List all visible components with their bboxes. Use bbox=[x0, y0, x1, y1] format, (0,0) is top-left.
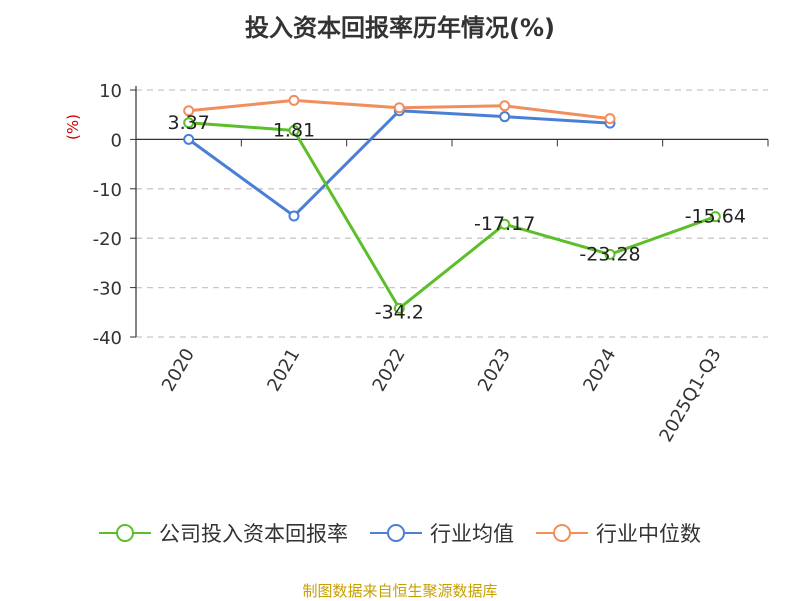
data-point[interactable] bbox=[288, 124, 300, 136]
legend-item-industry-mean[interactable]: 行业均值 bbox=[370, 518, 514, 548]
y-tick-label: -30 bbox=[93, 279, 122, 300]
x-tick-label: 2020 bbox=[158, 345, 199, 395]
data-point[interactable] bbox=[288, 94, 300, 106]
legend-swatch-industry-mean bbox=[370, 524, 422, 542]
data-label: 1.81 bbox=[273, 119, 315, 141]
source-note: 制图数据来自恒生聚源数据库 bbox=[302, 582, 498, 600]
y-tick-label: -40 bbox=[93, 328, 122, 349]
data-label: 3.37 bbox=[168, 112, 210, 134]
series-line-0 bbox=[188, 121, 716, 310]
data-label: -23.28 bbox=[579, 243, 640, 265]
legend-item-industry-median[interactable]: 行业中位数 bbox=[536, 518, 701, 548]
y-tick-label: 10 bbox=[99, 81, 122, 102]
y-tick-label: -20 bbox=[93, 229, 122, 250]
y-tick-label: -10 bbox=[93, 180, 122, 201]
data-point[interactable] bbox=[288, 210, 300, 222]
legend-item-company[interactable]: 公司投入资本回报率 bbox=[99, 518, 348, 548]
data-point[interactable] bbox=[393, 102, 405, 114]
data-point[interactable] bbox=[499, 218, 511, 230]
y-axis-label: (%) bbox=[64, 114, 82, 140]
data-point[interactable] bbox=[393, 302, 405, 314]
legend-label-company: 公司投入资本回报率 bbox=[159, 522, 348, 546]
legend-swatch-industry-median bbox=[536, 524, 588, 542]
legend-swatch-company bbox=[99, 524, 151, 542]
data-label: -15.64 bbox=[685, 206, 746, 228]
data-point[interactable] bbox=[499, 100, 511, 112]
data-point[interactable] bbox=[183, 133, 195, 145]
data-label: -17.17 bbox=[474, 213, 535, 235]
legend-label-industry-median: 行业中位数 bbox=[596, 522, 701, 546]
x-tick-label: 2024 bbox=[579, 345, 620, 395]
data-point[interactable] bbox=[183, 105, 195, 117]
x-tick-label: 2025Q1-Q3 bbox=[655, 345, 725, 446]
data-point[interactable] bbox=[709, 211, 721, 223]
x-tick-label: 2022 bbox=[369, 345, 410, 395]
legend: 公司投入资本回报率 行业均值 行业中位数 bbox=[0, 518, 800, 548]
x-tick-label: 2023 bbox=[474, 345, 515, 395]
legend-label-industry-mean: 行业均值 bbox=[430, 522, 514, 546]
chart-title: 投入资本回报率历年情况(%) bbox=[245, 14, 555, 42]
data-point[interactable] bbox=[604, 113, 616, 125]
data-label: -34.2 bbox=[375, 301, 424, 323]
x-tick-label: 2021 bbox=[263, 345, 304, 395]
data-point[interactable] bbox=[604, 248, 616, 260]
data-point[interactable] bbox=[183, 117, 195, 129]
data-point[interactable] bbox=[499, 111, 511, 123]
y-tick-label: 0 bbox=[111, 130, 122, 151]
